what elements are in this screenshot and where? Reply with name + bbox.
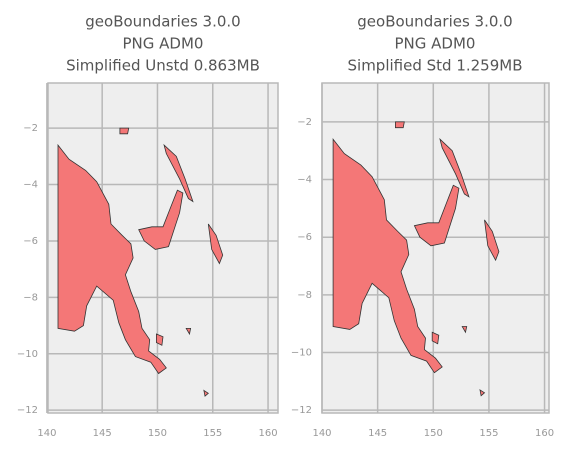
y-tick-label: −8 xyxy=(23,292,38,303)
x-tick-label: 160 xyxy=(259,428,278,439)
x-tick-label: 150 xyxy=(424,428,443,439)
country-shape xyxy=(155,333,164,346)
country-shapes xyxy=(57,127,224,397)
y-tick-label: −6 xyxy=(23,236,38,247)
x-tick-label: 160 xyxy=(535,428,554,439)
country-shape xyxy=(439,137,470,198)
country-shape xyxy=(207,223,224,265)
x-tick-label: 155 xyxy=(203,428,222,439)
country-shape xyxy=(138,189,184,250)
y-tick-label: −8 xyxy=(297,290,312,301)
subplot: geoBoundaries 3.0.0 PNG ADM0 Simplified St… xyxy=(291,13,554,440)
subplot-title: PNG ADM0 xyxy=(395,35,476,53)
x-tick-label: 145 xyxy=(93,428,112,439)
country-shape xyxy=(203,389,209,397)
country-shape xyxy=(431,331,440,345)
x-tick-label: 150 xyxy=(148,428,167,439)
x-tick-label: 145 xyxy=(368,428,387,439)
country-shape xyxy=(332,138,443,374)
y-tick-label: −12 xyxy=(291,405,312,416)
axes-frame xyxy=(321,82,550,414)
y-tick-label: −4 xyxy=(23,180,38,191)
country-shape xyxy=(479,389,486,397)
country-shape xyxy=(461,326,468,334)
country-shape xyxy=(185,327,192,336)
axes-frame xyxy=(47,82,279,414)
country-shape xyxy=(57,143,167,375)
x-tick-label: 155 xyxy=(479,428,498,439)
subplot-title: PNG ADM0 xyxy=(123,35,204,53)
y-tick-label: −12 xyxy=(17,405,38,416)
y-tick-label: −6 xyxy=(297,232,312,243)
country-shape xyxy=(394,121,405,129)
y-tick-label: −10 xyxy=(291,347,312,358)
subplot-title: geoBoundaries 3.0.0 xyxy=(357,13,512,31)
country-shape xyxy=(413,184,460,247)
y-tick-label: −2 xyxy=(23,123,38,134)
y-tick-label: −2 xyxy=(297,117,312,128)
subplot-title: Simplified Unstd 0.863MB xyxy=(66,57,260,75)
y-tick-label: −4 xyxy=(297,175,312,186)
subplot-title: Simplified Std 1.259MB xyxy=(348,57,523,75)
country-shape xyxy=(484,219,500,262)
x-tick-label: 140 xyxy=(37,428,56,439)
subplot-title: geoBoundaries 3.0.0 xyxy=(85,13,240,31)
country-shape xyxy=(163,143,194,203)
x-tick-label: 140 xyxy=(312,428,331,439)
subplot: geoBoundaries 3.0.0 PNG ADM0 Simplified Un… xyxy=(17,13,279,439)
y-tick-label: −10 xyxy=(17,349,38,360)
country-shapes xyxy=(332,121,500,397)
country-shape xyxy=(119,127,130,135)
